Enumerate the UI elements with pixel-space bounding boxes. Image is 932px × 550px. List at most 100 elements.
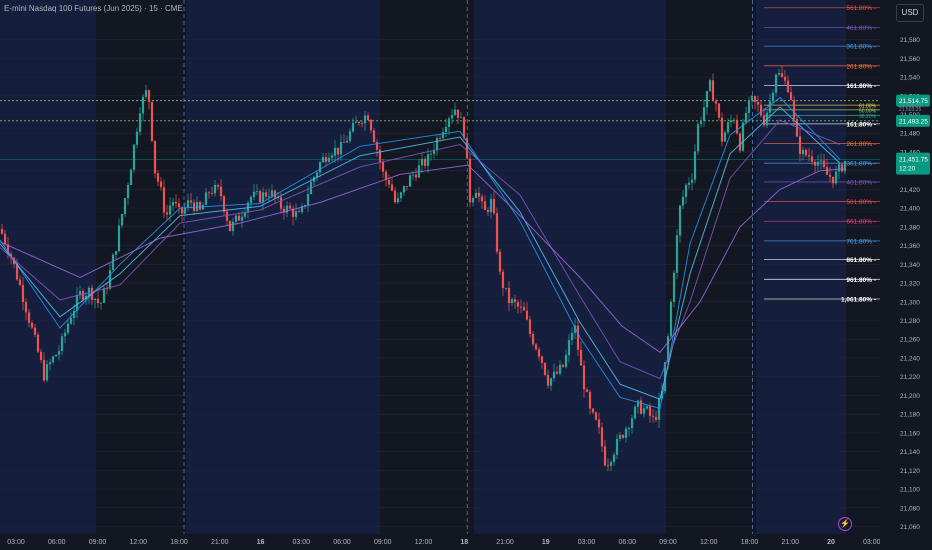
candle-body xyxy=(780,73,784,78)
candle-body xyxy=(150,101,154,141)
fib-level-label: 561.80% - xyxy=(846,5,876,12)
candle-body xyxy=(99,302,103,304)
candle-body xyxy=(333,147,337,156)
candle-body xyxy=(816,161,820,166)
candle-body xyxy=(645,406,649,409)
candle-body xyxy=(408,175,412,187)
candle-body xyxy=(414,174,418,178)
x-tick-label: 06:00 xyxy=(618,539,636,546)
candle-body xyxy=(234,215,238,222)
candle-body xyxy=(120,214,124,226)
candle-body xyxy=(360,123,364,124)
x-tick-label: 19 xyxy=(542,539,550,546)
candle-body xyxy=(555,371,559,374)
candle-body xyxy=(60,336,64,352)
x-tick-label: 12:00 xyxy=(415,539,433,546)
candle-body xyxy=(738,133,742,151)
fib-level-label: 961.80% - xyxy=(846,277,876,284)
candle-body xyxy=(378,149,382,162)
candle-body xyxy=(621,435,625,438)
candle-body xyxy=(159,181,163,188)
candle-body xyxy=(288,205,292,209)
trading-session-band xyxy=(0,0,96,534)
candle-body xyxy=(669,301,673,337)
currency-button[interactable]: USD xyxy=(896,4,924,22)
candle-body xyxy=(402,186,406,193)
candle-body xyxy=(222,196,226,212)
x-tick-label: 09:00 xyxy=(374,539,392,546)
candle-body xyxy=(735,119,739,134)
candle-body xyxy=(435,138,439,151)
candle-body xyxy=(516,302,520,307)
candle-body xyxy=(597,419,601,428)
y-tick-label: 21,540 xyxy=(900,75,920,82)
candle-body xyxy=(36,334,40,352)
candle-body xyxy=(372,130,376,143)
candle-body xyxy=(183,207,187,214)
candle-body xyxy=(708,80,712,92)
candle-body xyxy=(654,416,658,420)
candle-body xyxy=(87,287,91,296)
candle-body xyxy=(303,204,307,207)
candle-body xyxy=(270,190,274,197)
candle-body xyxy=(345,140,349,143)
candle-body xyxy=(615,438,619,455)
y-tick-label: 21,100 xyxy=(900,487,920,494)
candle-body xyxy=(27,312,31,323)
fib-level-label: 761.80% - xyxy=(846,238,876,245)
x-tick-label: 18:00 xyxy=(741,539,759,546)
candle-body xyxy=(210,193,214,194)
candle-body xyxy=(195,202,199,212)
candle-body xyxy=(291,208,295,217)
candle-body xyxy=(672,272,676,302)
candle-body xyxy=(411,174,415,176)
candle-body xyxy=(510,299,514,304)
candle-body xyxy=(24,302,28,313)
candle-body xyxy=(795,118,799,137)
fib-level-label: 161.80% - xyxy=(846,121,876,128)
candle-body xyxy=(420,158,424,166)
price-tag-label: 21,493.25 xyxy=(899,118,928,125)
x-tick-label: 06:00 xyxy=(48,539,66,546)
candle-body xyxy=(126,184,130,199)
candle-body xyxy=(543,362,547,375)
candle-body xyxy=(177,203,181,208)
candle-body xyxy=(456,109,460,118)
candle-body xyxy=(423,158,427,166)
y-tick-label: 21,320 xyxy=(900,281,920,288)
candle-body xyxy=(300,206,304,212)
candle-body xyxy=(207,192,211,194)
candle-body xyxy=(540,356,544,363)
candle-body xyxy=(261,192,265,203)
candle-body xyxy=(648,406,652,416)
candle-body xyxy=(192,202,196,212)
candle-body xyxy=(693,151,697,180)
candle-body xyxy=(225,211,229,221)
candle-body xyxy=(657,398,661,420)
candle-body xyxy=(393,190,397,203)
candle-body xyxy=(432,150,436,154)
candle-body xyxy=(114,251,118,255)
candle-body xyxy=(837,164,841,172)
candle-body xyxy=(186,200,190,208)
x-tick-label: 12:00 xyxy=(129,539,147,546)
candle-body xyxy=(465,137,469,159)
x-tick-label: 16 xyxy=(257,539,265,546)
y-tick-label: 21,560 xyxy=(900,56,920,63)
y-tick-label: 21,260 xyxy=(900,337,920,344)
candle-body xyxy=(165,212,169,215)
candle-body xyxy=(711,80,715,102)
lightning-bolt-icon[interactable]: ⚡ xyxy=(838,517,852,531)
candle-body xyxy=(546,374,550,386)
candle-body xyxy=(399,192,403,199)
y-tick-label: 21,060 xyxy=(900,524,920,531)
candle-body xyxy=(453,109,457,116)
fib-level-label: 361.80% - xyxy=(846,161,876,168)
candle-body xyxy=(681,196,685,206)
x-tick-label: 03:00 xyxy=(292,539,310,546)
hidden-price-tag: 21,503.25 xyxy=(899,107,921,113)
fib-level-label: 561.80% - xyxy=(846,199,876,206)
candle-body xyxy=(135,131,139,145)
candle-body xyxy=(798,136,802,155)
